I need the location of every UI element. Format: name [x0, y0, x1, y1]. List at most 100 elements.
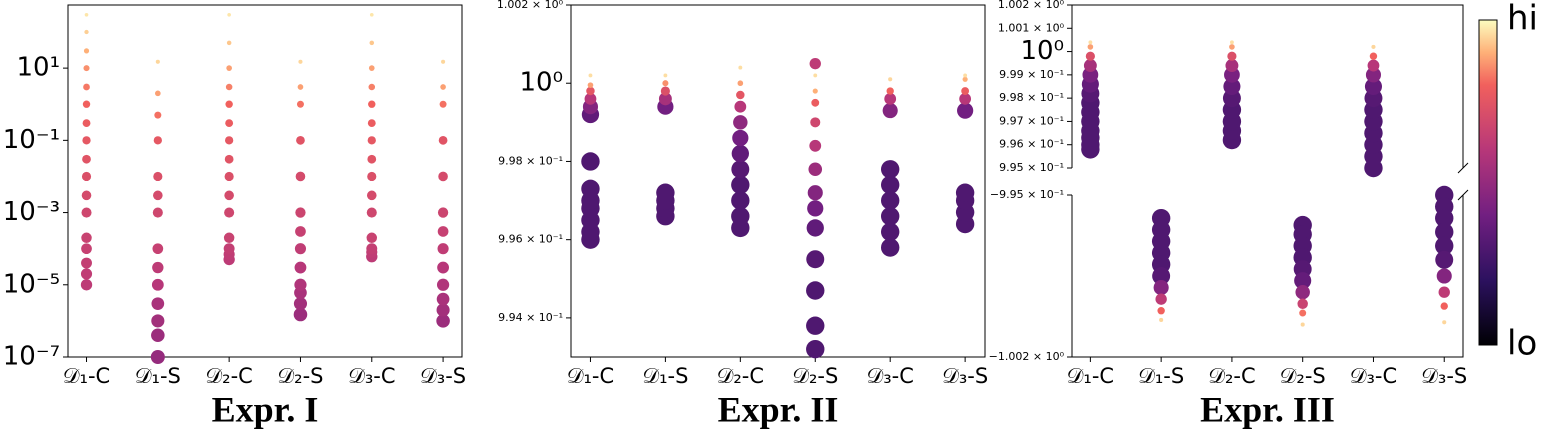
data-point: [81, 207, 92, 218]
data-point: [223, 232, 235, 244]
x-tick-label: 𝒟₁-S: [1138, 364, 1184, 388]
data-point: [961, 87, 970, 95]
data-point: [888, 77, 893, 82]
data-point: [368, 65, 375, 71]
data-point: [224, 171, 234, 182]
data-point: [153, 190, 163, 201]
data-point: [152, 261, 164, 274]
x-tick-label: 𝒟₃-C: [1350, 364, 1397, 388]
data-point: [587, 82, 594, 88]
y-tick-label: 9.94 × 10⁻¹: [498, 311, 563, 324]
y-tick-label: 1.002 × 10⁰: [998, 0, 1065, 11]
data-point: [80, 268, 93, 280]
data-point: [224, 207, 235, 218]
data-point: [294, 261, 307, 274]
data-point: [367, 171, 377, 182]
data-point: [1295, 284, 1310, 300]
data-point: [155, 59, 160, 64]
data-point: [586, 86, 595, 96]
panel-title: Expr. III: [1200, 389, 1335, 429]
y-tick-label: 10⁻¹: [3, 125, 60, 155]
data-point: [662, 80, 669, 87]
data-point: [1155, 293, 1167, 305]
data-point: [806, 281, 825, 300]
data-point: [963, 73, 968, 78]
data-point: [225, 100, 233, 108]
data-point: [224, 154, 234, 164]
data-point: [959, 92, 972, 105]
data-point: [437, 243, 449, 255]
y-tick-label: 9.98 × 10⁻¹: [999, 91, 1064, 104]
data-point: [223, 243, 235, 255]
data-point: [441, 59, 446, 64]
data-point: [296, 135, 305, 145]
data-point: [436, 314, 450, 328]
data-point: [294, 243, 307, 255]
data-point: [366, 190, 377, 201]
panel-title: Expr. II: [718, 389, 839, 429]
data-point: [660, 86, 670, 96]
y-tick-label: 9.99 × 10⁻¹: [999, 68, 1064, 81]
y-tick-label: −1.002 × 10⁰: [989, 350, 1065, 363]
y-tick-label: 9.96 × 10⁻¹: [498, 233, 563, 246]
data-point: [806, 339, 825, 359]
data-point: [806, 219, 824, 237]
data-point: [82, 100, 91, 108]
break-mark: [1457, 189, 1469, 201]
x-tick-label: 𝒟₃-S: [942, 364, 988, 388]
data-point: [83, 65, 90, 72]
data-point: [731, 175, 750, 195]
data-point: [1152, 267, 1171, 285]
data-point: [298, 59, 303, 64]
data-point: [880, 191, 900, 210]
data-point: [1229, 40, 1234, 45]
data-point: [81, 171, 92, 182]
data-point: [369, 12, 374, 17]
data-point: [84, 29, 89, 35]
data-point: [82, 119, 91, 128]
data-point: [1299, 309, 1307, 317]
data-point: [732, 129, 749, 147]
data-point: [293, 297, 308, 311]
data-point: [155, 90, 161, 97]
data-point: [82, 154, 91, 164]
data-point: [437, 207, 449, 218]
data-point: [734, 100, 747, 113]
data-point: [80, 279, 93, 291]
break-mark: [1457, 162, 1469, 174]
y-tick-label: 10⁰: [1020, 36, 1064, 66]
data-point: [368, 100, 376, 108]
axes-frame-lower: [1071, 195, 1464, 358]
data-point: [1435, 222, 1454, 242]
data-point: [880, 175, 900, 195]
data-point: [225, 119, 234, 128]
x-tick-label: 𝒟₃-C: [348, 364, 395, 388]
data-point: [809, 57, 821, 70]
x-tick-label: 𝒟₁-S: [642, 364, 688, 388]
data-point: [809, 139, 822, 152]
data-point: [82, 136, 91, 145]
data-point: [1367, 59, 1380, 72]
data-point: [152, 207, 163, 218]
y-tick-label: 9.96 × 10⁻¹: [999, 138, 1064, 151]
data-point: [1435, 236, 1454, 256]
data-point: [225, 83, 233, 91]
data-point: [1083, 59, 1097, 72]
data-point: [811, 98, 820, 107]
y-tick-label: 10⁰: [519, 68, 563, 98]
x-tick-label: 𝒟₂-C: [1208, 364, 1255, 388]
x-tick-label: 𝒟₂-C: [717, 364, 764, 388]
data-point: [584, 92, 597, 105]
data-point: [807, 200, 824, 217]
data-point: [738, 65, 743, 70]
data-point: [882, 103, 898, 119]
data-point: [1364, 77, 1383, 96]
data-point: [812, 88, 818, 94]
data-point: [1436, 268, 1452, 284]
data-point: [224, 190, 234, 201]
data-point: [1224, 66, 1240, 83]
data-point: [1227, 51, 1237, 61]
data-point: [886, 87, 894, 95]
data-point: [366, 207, 377, 218]
y-tick-label: 9.98 × 10⁻¹: [498, 154, 563, 167]
